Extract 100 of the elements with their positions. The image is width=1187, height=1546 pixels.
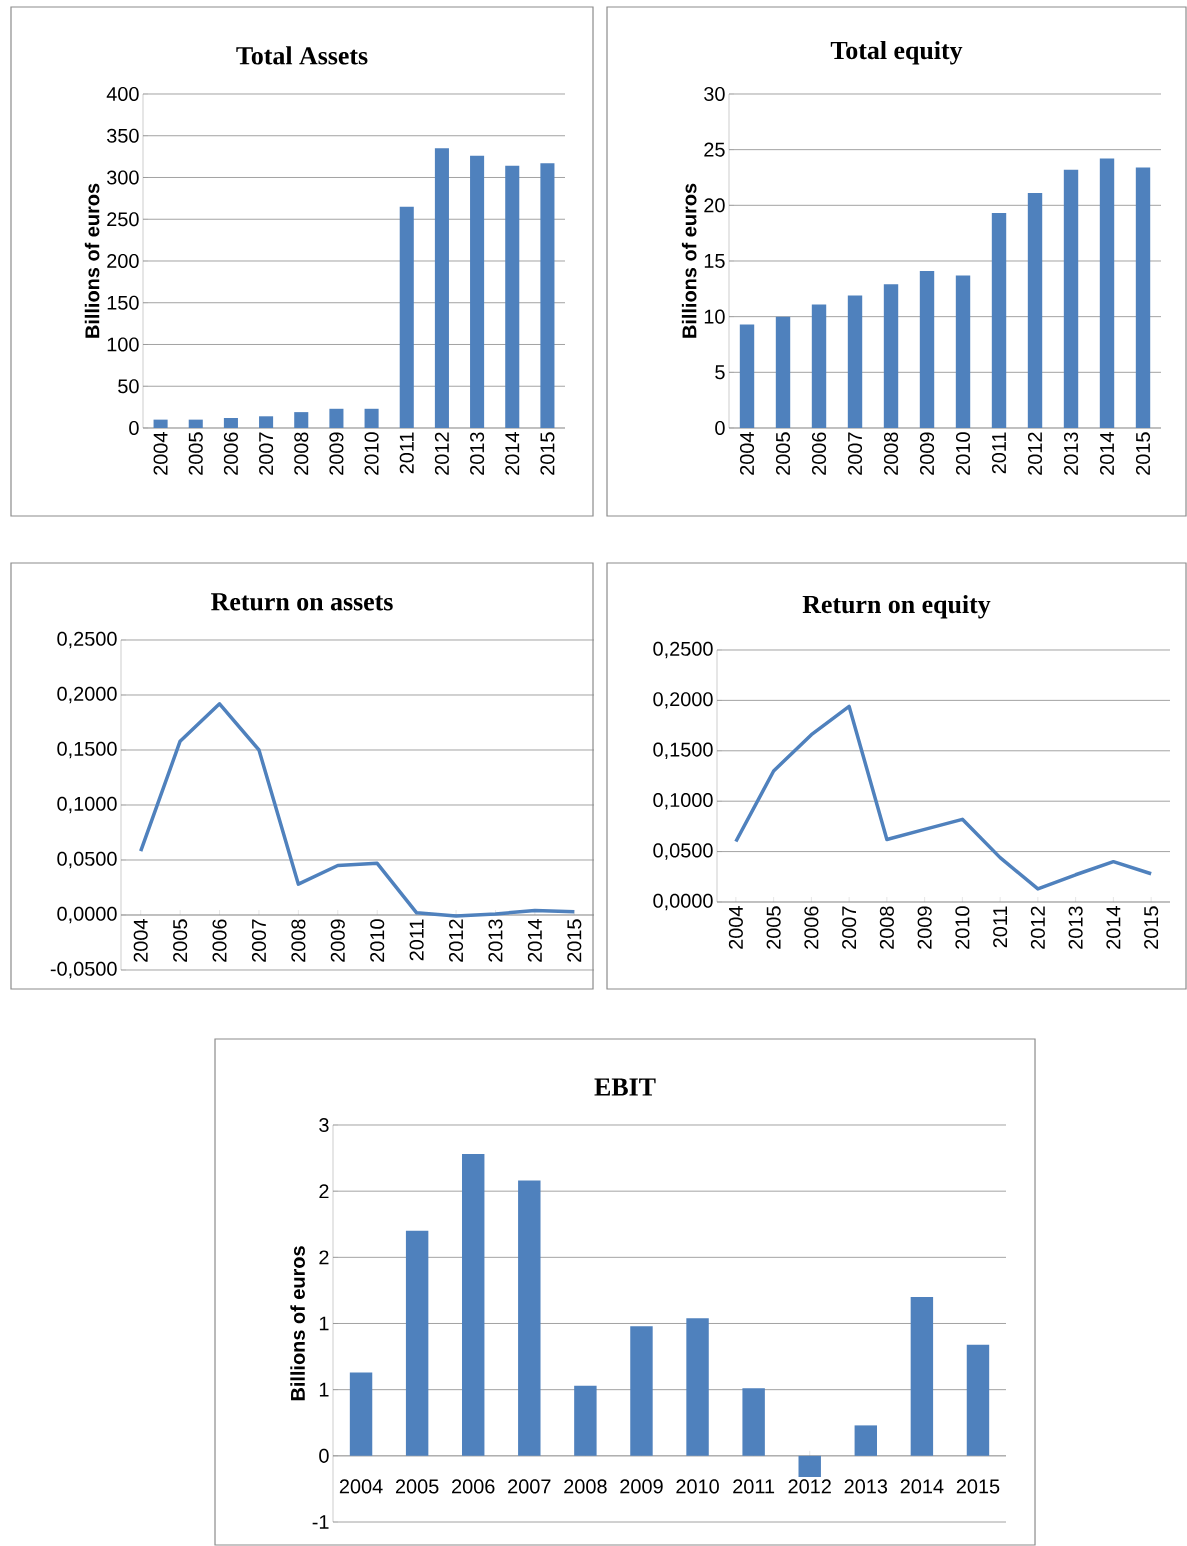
bar (405, 1230, 429, 1456)
y-axis-title: Billions of euros (681, 183, 697, 338)
x-tick-label: 2004 (133, 919, 148, 962)
y-tick-label: 0,2500 (57, 631, 117, 649)
x-tick-label: 2005 (188, 432, 203, 475)
x-tick-label: 2009 (917, 906, 932, 949)
x-tick-label: 2010 (676, 1479, 719, 1494)
x-tick-label: 2013 (1063, 432, 1079, 475)
y-tick-label: 0,2000 (57, 686, 117, 704)
chart-title: Return on equity (802, 594, 991, 619)
bar (1135, 167, 1151, 428)
y-tick-label: 400 (106, 86, 139, 102)
bar (686, 1318, 709, 1456)
x-tick-label: 2006 (223, 432, 238, 475)
bar (518, 1180, 541, 1456)
bar (329, 408, 344, 428)
bar (847, 295, 863, 428)
y-tick-label: 0,0000 (57, 906, 117, 924)
x-tick-label: 2014 (505, 432, 520, 475)
x-tick-label: 2006 (212, 919, 227, 962)
y-tick-label: 0 (715, 420, 725, 436)
x-tick-label: 2014 (527, 919, 542, 962)
x-tick-label: 2013 (488, 919, 503, 962)
bar (775, 316, 791, 428)
bar (742, 1388, 765, 1456)
x-tick-label: 2005 (395, 1479, 439, 1494)
x-tick-label: 2012 (1027, 432, 1043, 475)
bar (811, 304, 827, 428)
x-tick-label: 2004 (739, 432, 755, 475)
x-tick-label: 2007 (508, 1479, 551, 1494)
x-tick-label: 2007 (259, 432, 274, 475)
y-tick-label: 5 (715, 365, 725, 380)
bar (294, 412, 309, 428)
y-tick-label: 30 (704, 86, 725, 102)
line-series (138, 702, 577, 918)
bar (883, 284, 899, 428)
x-tick-label: 2006 (811, 432, 827, 475)
y-tick-label: 20 (704, 198, 725, 213)
x-tick-label: 2009 (620, 1479, 663, 1494)
bar (1099, 158, 1115, 428)
bar (505, 165, 520, 428)
x-tick-label: 2014 (900, 1479, 944, 1494)
y-tick-label: 15 (704, 254, 725, 268)
x-tick-label: 2010 (955, 432, 971, 475)
bar (223, 417, 238, 428)
x-tick-label: 2009 (330, 919, 345, 962)
chart-title: EBIT (594, 1078, 656, 1096)
bar (910, 1297, 934, 1456)
x-tick-label: 2012 (1030, 906, 1045, 949)
bar (919, 271, 935, 428)
y-tick-label: 100 (107, 337, 139, 352)
bar (1027, 193, 1043, 428)
y-tick-label: 1 (319, 1382, 329, 1397)
y-tick-label: 3 (319, 1117, 329, 1133)
x-tick-label: 2015 (540, 432, 555, 475)
x-tick-label: 2006 (804, 906, 819, 949)
y-tick-label: 0,2000 (653, 692, 713, 709)
x-tick-label: 2008 (291, 919, 306, 962)
x-tick-label: 2012 (788, 1479, 831, 1494)
y-tick-label: 0,0500 (57, 851, 117, 869)
line-series (734, 704, 1153, 891)
x-tick-label: 2006 (452, 1479, 495, 1494)
bar (966, 1344, 990, 1456)
x-tick-label: 2014 (1099, 432, 1115, 475)
bar (153, 419, 168, 428)
y-tick-label: 0 (129, 420, 139, 436)
bar (399, 206, 414, 428)
bar (188, 419, 203, 428)
y-tick-label: 350 (107, 128, 139, 143)
x-tick-label: 2010 (364, 432, 379, 475)
y-tick-label: 200 (107, 253, 139, 269)
x-tick-label: 2007 (251, 919, 267, 962)
x-tick-label: 2015 (1144, 906, 1159, 949)
y-tick-label: 2 (319, 1250, 329, 1265)
x-tick-label: 2012 (434, 432, 449, 475)
bar (540, 163, 555, 428)
x-tick-label: 2013 (470, 432, 485, 475)
y-tick-label: 0,1000 (653, 792, 713, 810)
x-tick-label: 2015 (1135, 432, 1151, 475)
x-tick-label: 2011 (991, 432, 1007, 474)
x-tick-label: 2008 (879, 906, 894, 949)
x-tick-label: 2010 (370, 919, 385, 962)
bar (739, 324, 755, 428)
x-tick-label: 2010 (955, 906, 970, 949)
x-tick-label: 2004 (339, 1479, 383, 1494)
y-tick-label: 0,0000 (653, 893, 713, 911)
x-tick-label: 2005 (766, 906, 781, 949)
y-tick-label: 10 (704, 309, 725, 324)
bar (364, 408, 379, 428)
y-axis-title: Billions of euros (290, 1246, 305, 1401)
bar (574, 1385, 597, 1456)
y-tick-label: 25 (704, 142, 725, 157)
x-tick-label: 2011 (399, 432, 414, 474)
x-tick-label: 2004 (153, 432, 168, 475)
bar (470, 155, 485, 428)
x-tick-label: 2013 (1068, 906, 1083, 949)
y-tick-label: 0 (319, 1448, 329, 1463)
bar (434, 148, 449, 428)
x-tick-label: 2007 (842, 906, 857, 949)
bar (462, 1154, 485, 1456)
